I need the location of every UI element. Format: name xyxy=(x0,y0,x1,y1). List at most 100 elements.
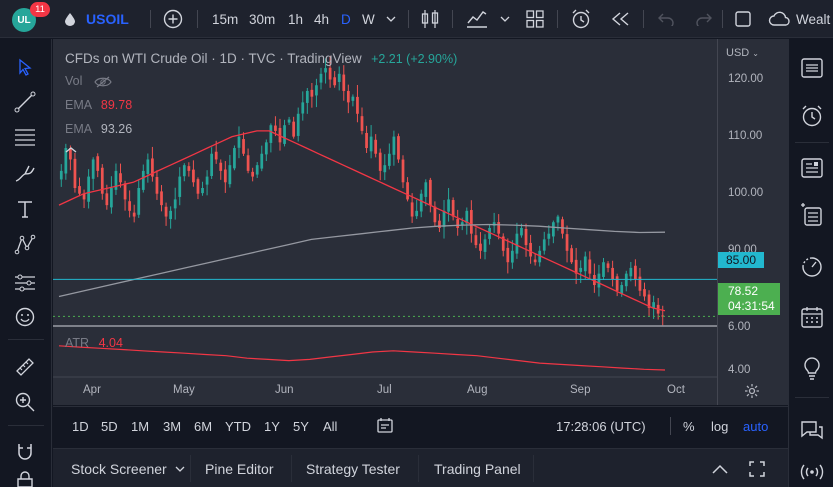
candle-body xyxy=(620,285,624,294)
calendar-button[interactable] xyxy=(795,301,829,333)
cursor-tool[interactable] xyxy=(10,53,40,81)
eye-off-icon[interactable] xyxy=(94,76,112,88)
plus-circle-icon xyxy=(163,9,183,29)
hline-price-label: 85.00 xyxy=(718,252,764,268)
symbol-search[interactable]: USOIL xyxy=(64,0,129,38)
candle-body xyxy=(542,239,546,251)
panel-expand-button[interactable] xyxy=(711,449,729,487)
undo-button[interactable] xyxy=(657,0,675,38)
range-ytd[interactable]: YTD xyxy=(225,418,251,434)
percent-scale-toggle[interactable]: % xyxy=(683,418,695,434)
price-chart[interactable] xyxy=(53,39,788,405)
news-button[interactable] xyxy=(795,152,829,184)
price-axis[interactable]: USD ⌄ 120.00 110.00 100.00 90.00 85.00 78.52… xyxy=(717,39,788,405)
range-all[interactable]: All xyxy=(323,418,338,434)
ema-slow-line xyxy=(58,223,666,298)
ruler-tool[interactable] xyxy=(10,353,40,381)
lock-tool[interactable] xyxy=(10,471,40,487)
candle-body xyxy=(456,219,460,228)
legend-collapse[interactable] xyxy=(65,143,77,157)
ema-fast-legend[interactable]: EMA 89.78 xyxy=(65,98,132,112)
brush-tool[interactable] xyxy=(10,159,40,187)
atr-tick-low: 4.00 xyxy=(728,364,751,376)
fullscreen-button[interactable] xyxy=(734,0,752,38)
magnet-tool[interactable] xyxy=(10,438,40,466)
layout-button[interactable] xyxy=(525,0,545,38)
log-scale-toggle[interactable]: log xyxy=(711,418,729,434)
range-6m[interactable]: 6M xyxy=(194,418,213,434)
timeframe-w[interactable]: W xyxy=(362,11,375,27)
candle-body xyxy=(383,165,387,173)
ideas-button[interactable] xyxy=(795,351,829,383)
pattern-tool[interactable] xyxy=(10,231,40,259)
candle-body xyxy=(547,233,551,239)
candle-body xyxy=(182,165,186,177)
range-1d[interactable]: 1D xyxy=(72,418,89,434)
candle-body xyxy=(205,176,209,185)
chat-button[interactable] xyxy=(795,415,829,447)
price-tick: 100.00 xyxy=(728,186,764,199)
redo-button[interactable] xyxy=(695,0,713,38)
volume-legend[interactable]: Vol xyxy=(65,74,112,88)
candle-body xyxy=(415,210,419,217)
calendar-range-icon xyxy=(377,418,393,433)
calendar-list-button[interactable] xyxy=(795,199,829,231)
tab-stock-screener[interactable]: Stock Screener xyxy=(71,449,185,487)
chart-settings-button[interactable] xyxy=(744,383,760,404)
stream-button[interactable] xyxy=(795,457,829,487)
atr-legend[interactable]: ATR 4.04 xyxy=(65,336,123,350)
candle-body xyxy=(629,267,633,277)
chart-type-button[interactable] xyxy=(420,0,440,38)
range-5y[interactable]: 5Y xyxy=(293,418,309,434)
forecast-tool[interactable] xyxy=(10,269,40,297)
go-to-date-button[interactable] xyxy=(375,407,395,445)
emoji-tool[interactable] xyxy=(10,303,40,331)
range-3m[interactable]: 3M xyxy=(163,418,182,434)
candle-body xyxy=(146,159,150,174)
alert-button[interactable] xyxy=(570,0,592,38)
candle-body xyxy=(73,158,77,188)
atr-line xyxy=(58,345,666,371)
auto-scale-toggle[interactable]: auto xyxy=(743,418,769,434)
indicators-dropdown[interactable] xyxy=(500,0,510,38)
fib-tool[interactable] xyxy=(10,123,40,151)
alerts-button[interactable] xyxy=(795,100,829,132)
panel-maximize-button[interactable] xyxy=(748,449,766,487)
candle-body xyxy=(360,116,364,131)
range-5d[interactable]: 5D xyxy=(101,418,118,434)
timeframe-15m[interactable]: 15m xyxy=(212,11,239,27)
watchlist-button[interactable] xyxy=(795,52,829,84)
rewind-icon xyxy=(611,12,629,26)
text-tool[interactable] xyxy=(10,195,40,223)
trendline-tool[interactable] xyxy=(10,88,40,116)
clock-timezone[interactable]: 17:28:06 (UTC) xyxy=(556,418,646,434)
timeframe-1h[interactable]: 1h xyxy=(288,11,304,27)
data-window-button[interactable] xyxy=(795,251,829,283)
time-axis[interactable]: Apr May Jun Jul Aug Sep Oct xyxy=(53,378,717,405)
ema-slow-legend[interactable]: EMA 93.26 xyxy=(65,122,132,136)
tab-strategy-tester[interactable]: Strategy Tester xyxy=(306,460,400,477)
compare-add-button[interactable] xyxy=(163,0,183,38)
zoom-tool[interactable] xyxy=(10,388,40,416)
currency-selector[interactable]: USD ⌄ xyxy=(726,47,759,59)
square-icon xyxy=(735,11,751,27)
replay-button[interactable] xyxy=(610,0,630,38)
range-1y[interactable]: 1Y xyxy=(264,418,280,434)
wealth-button[interactable]: Wealt xyxy=(768,0,830,38)
timeframe-4h[interactable]: 4h xyxy=(314,11,330,27)
candle-body xyxy=(442,210,446,228)
timeframe-dropdown[interactable] xyxy=(386,0,396,38)
candle-body xyxy=(214,151,218,160)
calendar-list-icon xyxy=(801,203,822,226)
indicators-button[interactable] xyxy=(465,0,489,38)
tab-trading-panel[interactable]: Trading Panel xyxy=(434,460,521,477)
tab-pine-editor[interactable]: Pine Editor xyxy=(205,460,274,477)
range-1m[interactable]: 1M xyxy=(131,418,150,434)
chevron-up-icon xyxy=(712,464,728,474)
timeframe-d[interactable]: D xyxy=(341,11,351,27)
chart-pane[interactable]: CFDs on WTI Crude Oil · 1D · TVC · Tradi… xyxy=(53,39,788,405)
candle-body xyxy=(410,202,414,217)
timeframe-30m[interactable]: 30m xyxy=(249,11,276,27)
gear-icon xyxy=(745,384,759,398)
candle-body xyxy=(283,125,286,144)
